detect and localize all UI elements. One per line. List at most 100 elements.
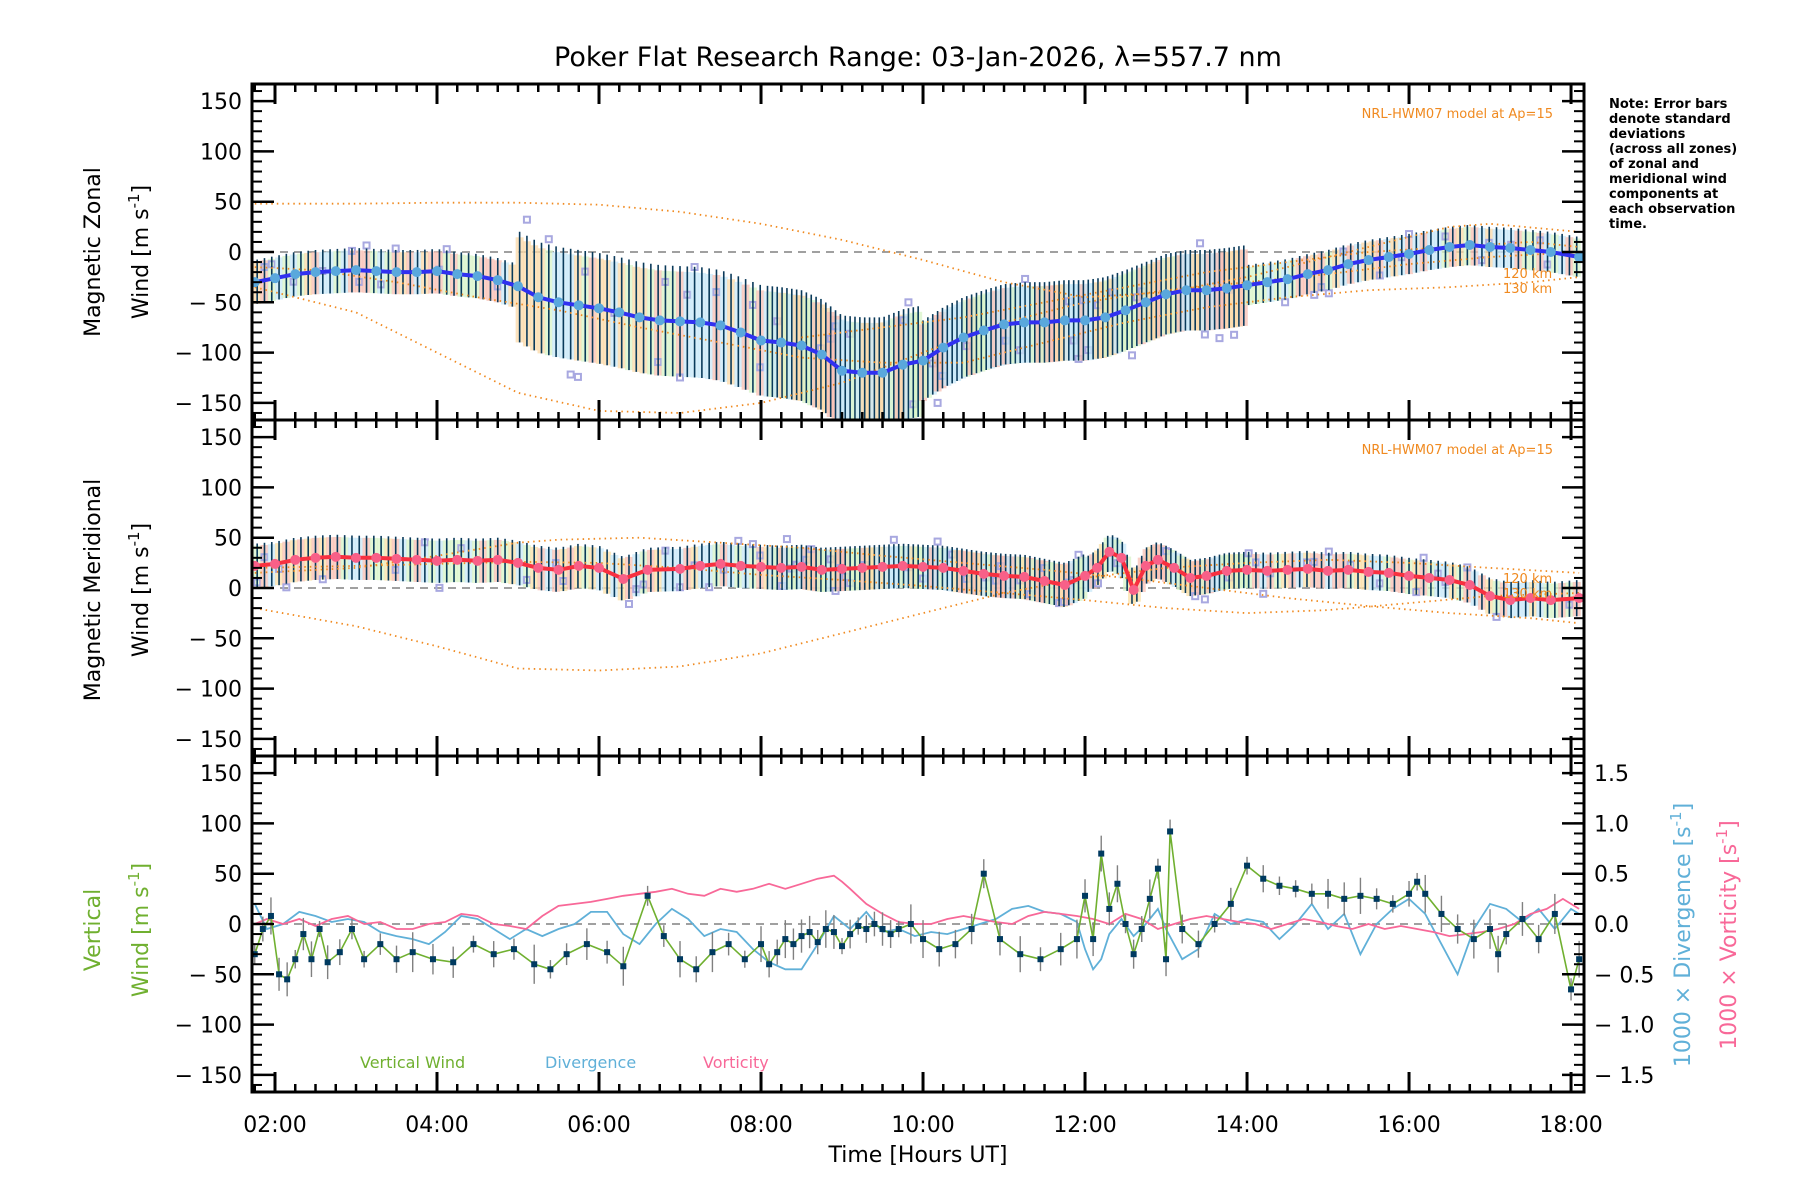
zone-point: [435, 583, 444, 592]
y2-tick-label: 0.0: [1594, 913, 1629, 938]
wind-point: [1140, 560, 1151, 571]
wind-point: [1262, 277, 1273, 288]
vertical-wind-point: [798, 933, 805, 940]
y-tick-label: 50: [214, 191, 242, 216]
wind-point: [573, 300, 584, 311]
zone-point: [734, 536, 743, 545]
wind-point: [715, 558, 726, 569]
vertical-wind-point: [1487, 926, 1494, 933]
wind-point: [1152, 554, 1163, 565]
vertical-wind-point: [677, 956, 684, 963]
y-tick-label: − 150: [175, 728, 242, 753]
vertical-wind-point: [1122, 921, 1129, 927]
wind-point: [290, 554, 301, 565]
vertical-wind-point: [863, 926, 870, 933]
wind-point: [1424, 244, 1435, 255]
vertical-wind-point: [968, 926, 975, 933]
wind-point: [330, 266, 341, 277]
vertical-wind-point: [604, 949, 611, 956]
meridional-model-label: NRL-HWM07 model at Ap=15: [1362, 443, 1553, 458]
vertical-wind-point: [1325, 890, 1332, 897]
wind-point: [594, 562, 605, 573]
vertical-wind-point: [292, 956, 299, 963]
wind-point: [897, 560, 908, 571]
wind-point: [1092, 562, 1103, 573]
model-curve: [254, 536, 1580, 625]
zone-point: [1281, 298, 1290, 307]
vertical-wind-point: [766, 961, 773, 968]
y-tick-label: 50: [214, 863, 242, 888]
wind-point: [1242, 280, 1253, 291]
vertical-wind-point: [267, 912, 274, 919]
vertical-wind-point: [1098, 850, 1105, 857]
vertical-wind-point: [377, 941, 384, 948]
wind-point: [1059, 579, 1070, 590]
chart-title: Poker Flat Research Range: 03-Jan-2026, …: [554, 42, 1282, 73]
wind-point: [1505, 242, 1516, 253]
wind-point: [1140, 297, 1151, 308]
wind-point: [553, 297, 564, 308]
wind-point: [1444, 241, 1455, 252]
wind-point: [877, 561, 888, 572]
wind-point: [1221, 283, 1232, 294]
vertical-wind-point: [871, 921, 878, 927]
wind-point: [756, 335, 767, 346]
x-tick-label: 04:00: [405, 1113, 468, 1138]
zonal-model-label: NRL-HWM07 model at Ap=15: [1362, 107, 1553, 122]
wind-point: [1161, 289, 1172, 300]
zone-point: [1196, 239, 1205, 248]
wind-point: [310, 552, 321, 563]
wind-point: [877, 367, 888, 378]
zone-point: [544, 235, 553, 244]
wind-point: [1282, 274, 1293, 285]
legend: Vertical Wind Divergence Vorticity: [360, 1053, 769, 1072]
zone-point: [862, 429, 868, 435]
wind-point: [1039, 575, 1050, 586]
zone-point: [573, 372, 582, 381]
wind-point: [756, 561, 767, 572]
wind-point: [938, 342, 949, 353]
wind-point: [432, 555, 443, 566]
zone-point: [282, 583, 291, 592]
vertical-wind-point: [790, 941, 797, 948]
zone-point: [1215, 334, 1224, 343]
vertical-wind-point: [709, 949, 716, 956]
vertical-wind-point: [1154, 865, 1161, 872]
wind-point: [594, 303, 605, 314]
wind-point: [1080, 315, 1091, 326]
vertical-wind-point: [1551, 910, 1558, 917]
vertical-wind-point: [895, 926, 902, 933]
wind-point: [999, 570, 1010, 581]
vertical-wind-point: [510, 946, 517, 953]
note-line: time.: [1609, 217, 1647, 232]
wind-point: [533, 562, 544, 573]
vertical-wind-point: [660, 933, 667, 940]
wind-point: [695, 560, 706, 571]
vertical-wind-point: [920, 936, 927, 943]
wind-point: [371, 266, 382, 277]
wind-point: [1100, 312, 1111, 323]
wind-point: [1221, 565, 1232, 576]
wind-point: [472, 271, 483, 282]
wind-point: [978, 568, 989, 579]
vertical-wind-point: [1389, 900, 1396, 907]
note-line: of zonal and: [1609, 157, 1699, 172]
zone-point: [889, 535, 898, 544]
vertical-wind-point: [308, 956, 315, 963]
vertical-wind-point: [1292, 885, 1299, 892]
wind-point: [695, 317, 706, 328]
model-curve: [254, 558, 1580, 672]
wind-point: [1574, 252, 1584, 263]
vertical-wind-point: [1114, 880, 1121, 887]
vertical-wind-point: [470, 941, 477, 948]
wind-point: [776, 337, 787, 348]
legend-vertical-wind: Vertical Wind: [360, 1053, 465, 1072]
vertical-wind-point: [336, 949, 343, 956]
y-tick-label: 150: [200, 762, 242, 787]
y2-tick-label: − 1.0: [1594, 1014, 1654, 1039]
vertical-wind-point: [644, 892, 651, 899]
wind-point: [1424, 572, 1435, 583]
wind-point: [1019, 317, 1030, 328]
wind-point: [1262, 565, 1273, 576]
wind-point: [492, 275, 503, 286]
